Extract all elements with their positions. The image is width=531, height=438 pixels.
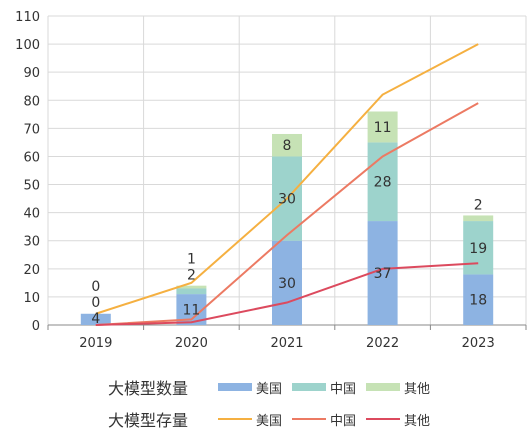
legend-item-bar-other: 其他 [366, 378, 430, 397]
data-label-cn-2021: 30 [278, 192, 296, 208]
data-label-other-2019: 0 [91, 279, 100, 295]
y-tick-label: 10 [23, 291, 40, 306]
legend-item-line-cn: 中国 [292, 410, 356, 429]
x-tick-label: 2021 [270, 336, 303, 351]
line-other [95, 262, 479, 326]
y-tick-label: 80 [23, 94, 40, 109]
x-tick-label: 2023 [462, 336, 495, 351]
legend-label: 美国 [256, 381, 283, 397]
x-tick-label: 2019 [79, 336, 112, 351]
bar-other-2020 [176, 285, 207, 289]
data-label-other-2020: 1 [187, 252, 196, 268]
legend-label: 美国 [256, 413, 283, 429]
y-tick-label: 20 [23, 263, 40, 278]
x-tick-label: 2020 [175, 336, 208, 351]
line-us [95, 43, 479, 315]
data-label-us-2020: 11 [182, 303, 200, 319]
data-label-other-2022: 11 [374, 120, 392, 136]
legend-swatch-line-other [366, 418, 401, 420]
y-tick-label: 70 [23, 122, 40, 137]
legend-swatch-bar-other [366, 383, 401, 391]
data-label-us-2021: 30 [278, 276, 296, 292]
legend-swatch-line-us [218, 418, 252, 420]
data-label-cn-2020: 2 [187, 268, 196, 284]
y-tick-label: 90 [23, 66, 40, 81]
y-tick-label: 30 [23, 235, 40, 250]
bar-other-2021 [272, 133, 302, 157]
bar-us-2021 [272, 240, 302, 325]
bar-cn-2020 [176, 288, 207, 295]
y-tick-label: 40 [23, 207, 40, 222]
legend-label: 中国 [330, 381, 357, 397]
legend-swatch-bar-cn [292, 383, 327, 391]
legend-label: 中国 [330, 413, 357, 429]
data-label-other-2023: 2 [474, 197, 483, 213]
y-tick-label: 0 [32, 319, 40, 334]
legend-line-group: 大模型存量 美国 中国 其他 [108, 408, 440, 430]
legend-item-line-us: 美国 [218, 410, 282, 429]
x-tick-label: 2022 [366, 336, 399, 351]
legend-swatch-bar-us [218, 383, 252, 391]
legend-item-bar-us: 美国 [218, 378, 282, 397]
data-label-other-2021: 8 [283, 138, 292, 154]
y-tick-label: 110 [15, 10, 40, 25]
bar-us-2023 [463, 274, 494, 325]
y-tick-label: 50 [23, 179, 40, 194]
y-tick-label: 100 [15, 38, 40, 53]
data-label-cn-2023: 19 [469, 241, 487, 257]
legend-label: 其他 [404, 413, 431, 429]
data-label-us-2023: 18 [469, 293, 487, 309]
legend-bar-group-title: 大模型数量 [108, 379, 189, 398]
bar-cn-2023 [463, 221, 494, 275]
bar-other-2023 [463, 215, 494, 222]
data-label-us-2019: 4 [91, 311, 100, 327]
legend-bar-group: 大模型数量 美国 中国 其他 [108, 376, 440, 398]
data-label-cn-2022: 28 [374, 175, 392, 191]
bar-other-2022 [367, 111, 398, 143]
y-tick-label: 60 [23, 150, 40, 165]
bar-us-2019 [80, 313, 111, 325]
legend-line-group-title: 大模型存量 [108, 411, 189, 430]
data-label-cn-2019: 0 [91, 295, 100, 311]
data-label-us-2022: 37 [374, 266, 392, 282]
line-cn [95, 102, 479, 326]
legend-swatch-line-cn [292, 418, 327, 420]
legend-item-bar-cn: 中国 [292, 378, 356, 397]
legend-item-line-other: 其他 [366, 410, 430, 429]
legend-label: 其他 [404, 381, 431, 397]
